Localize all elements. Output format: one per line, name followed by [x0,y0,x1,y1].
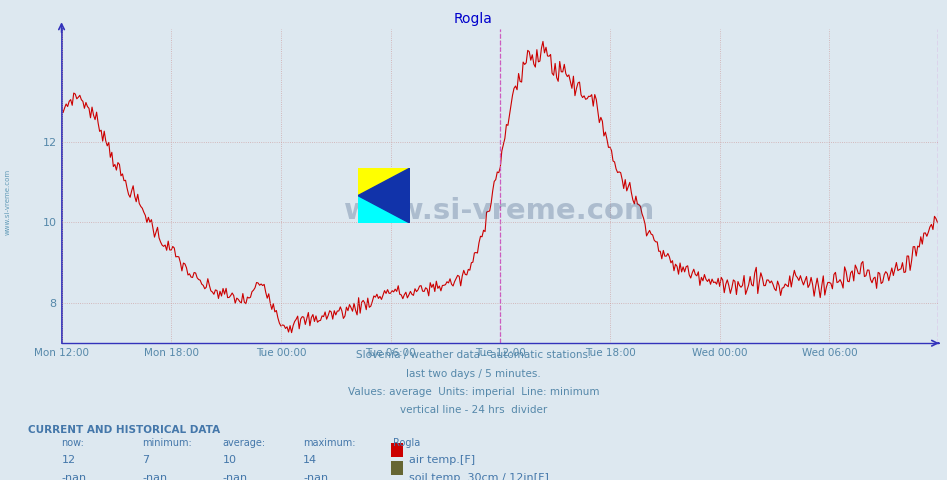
Text: last two days / 5 minutes.: last two days / 5 minutes. [406,369,541,379]
Text: Slovenia / weather data - automatic stations.: Slovenia / weather data - automatic stat… [356,350,591,360]
Polygon shape [358,196,410,223]
Text: CURRENT AND HISTORICAL DATA: CURRENT AND HISTORICAL DATA [28,425,221,435]
Polygon shape [358,168,410,223]
Text: soil temp. 30cm / 12in[F]: soil temp. 30cm / 12in[F] [409,473,549,480]
Text: Rogla: Rogla [454,12,493,26]
Text: Values: average  Units: imperial  Line: minimum: Values: average Units: imperial Line: mi… [348,387,599,397]
Text: 10: 10 [223,455,237,465]
Text: Rogla: Rogla [393,438,420,448]
Text: www.si-vreme.com: www.si-vreme.com [5,168,10,235]
Text: -nan: -nan [62,473,87,480]
Text: -nan: -nan [303,473,329,480]
Text: 14: 14 [303,455,317,465]
Text: -nan: -nan [223,473,248,480]
Text: www.si-vreme.com: www.si-vreme.com [344,197,655,225]
Polygon shape [358,168,410,196]
Text: air temp.[F]: air temp.[F] [409,455,475,465]
Text: -nan: -nan [142,473,168,480]
Text: 12: 12 [62,455,76,465]
Text: minimum:: minimum: [142,438,192,448]
Text: maximum:: maximum: [303,438,355,448]
Text: 7: 7 [142,455,150,465]
Text: now:: now: [62,438,84,448]
Text: average:: average: [223,438,266,448]
Text: vertical line - 24 hrs  divider: vertical line - 24 hrs divider [400,405,547,415]
